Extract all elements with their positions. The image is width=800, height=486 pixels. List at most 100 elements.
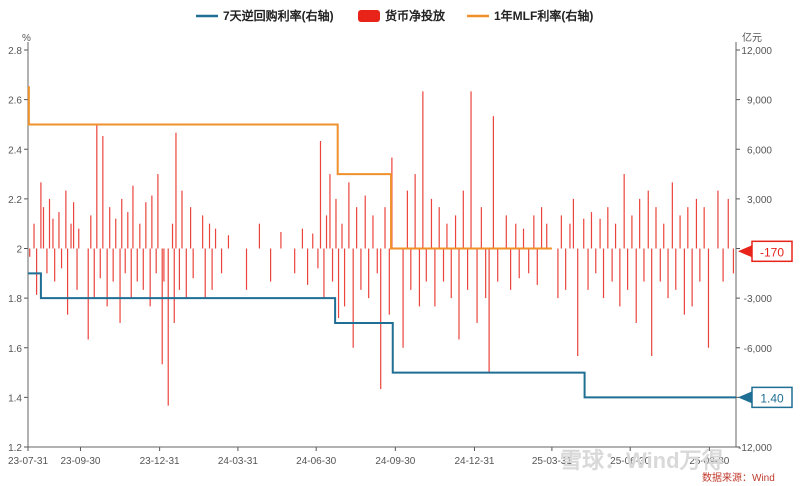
net-injection-bar: [33, 223, 35, 249]
net-injection-bar: [466, 248, 469, 290]
net-injection-bar: [87, 248, 89, 340]
net-injection-bar: [93, 248, 95, 299]
net-injection-bar: [595, 248, 597, 274]
net-injection-bar: [497, 248, 499, 282]
net-injection-bar: [368, 248, 370, 299]
net-injection-bar: [462, 190, 464, 249]
net-injection-bar: [505, 215, 507, 249]
net-injection-bar: [42, 207, 45, 249]
left-tick-label: 1.8: [8, 294, 22, 305]
net-injection-bar: [430, 198, 433, 249]
net-injection-bar: [208, 223, 211, 249]
net-injection-bars: [29, 91, 735, 406]
net-injection-bar: [348, 182, 350, 249]
net-injection-bar: [418, 248, 421, 307]
net-injection-bar: [384, 207, 386, 249]
net-injection-bar: [388, 248, 390, 315]
net-injection-bar: [434, 248, 436, 307]
net-injection-bar: [707, 248, 710, 348]
net-injection-bar: [480, 207, 482, 249]
net-injection-bar: [40, 182, 42, 249]
net-injection-bar: [337, 248, 340, 318]
legend-swatch-bar: [358, 10, 380, 22]
net-injection-bar: [695, 198, 698, 249]
net-injection-bar: [546, 223, 548, 249]
legend: 7天逆回购利率(右轴) 货币净投放 1年MLF利率(右轴): [196, 8, 593, 23]
left-tick-label: 1.2: [8, 443, 22, 454]
data-source: 数据来源：Wind: [702, 471, 775, 484]
end-tag-box: [751, 386, 793, 409]
net-injection-bar: [402, 248, 404, 348]
net-injection-bar: [470, 91, 472, 249]
net-injection-bar: [142, 248, 144, 290]
net-injection-bar: [623, 174, 625, 249]
net-injection-bar: [96, 124, 98, 249]
net-injection-bar: [627, 248, 629, 290]
net-injection-bar: [323, 248, 325, 299]
net-injection-bar: [181, 190, 183, 249]
net-injection-bar: [119, 248, 121, 323]
net-injection-bar: [560, 215, 562, 249]
left-tick-label: 2: [16, 245, 22, 256]
net-injection-bar: [112, 248, 114, 282]
net-injection-bar: [121, 198, 123, 249]
net-injection-bar: [343, 248, 346, 307]
x-tick-label: 25-06-30: [610, 456, 650, 467]
net-injection-bar: [52, 218, 54, 249]
net-injection-bar: [485, 248, 487, 299]
net-injection-bar: [635, 248, 637, 323]
net-injection-bar: [29, 248, 31, 257]
end-tag-box: [751, 240, 793, 263]
net-injection-bar: [572, 198, 575, 249]
net-injection-bar: [36, 248, 38, 295]
net-injection-bar: [331, 248, 334, 282]
net-injection-bar: [78, 228, 80, 249]
net-injection-bar: [518, 248, 520, 279]
net-injection-bar: [643, 248, 645, 282]
net-injection-bar: [699, 248, 701, 282]
net-injection-bar: [161, 248, 163, 365]
right-axis-unit: 亿元: [742, 31, 762, 44]
net-injection-bar: [211, 248, 213, 290]
net-injection-bar: [227, 235, 230, 249]
net-injection-bar: [414, 174, 416, 249]
net-injection-bar: [364, 195, 366, 249]
net-injection-bar: [132, 185, 134, 249]
legend-label: 1年MLF利率(右轴): [494, 8, 593, 23]
net-injection-bar: [157, 174, 159, 249]
net-injection-bar: [130, 248, 132, 299]
net-injection-bar: [185, 248, 187, 299]
reverse-repo-7d-line: [28, 272, 736, 399]
net-injection-bar: [651, 248, 653, 357]
net-injection-bar: [106, 248, 108, 307]
net-injection-bar: [280, 231, 282, 249]
net-injection-bar: [139, 223, 141, 249]
net-injection-bar: [655, 207, 657, 249]
left-axis-ticks: 1.2 1.4 1.6 1.8 2 2.2 2.4 2.6 2.8: [8, 46, 28, 454]
net-injection-bar: [679, 215, 681, 249]
x-tick-label: 24-12-31: [454, 456, 494, 467]
net-injection-bar: [675, 248, 677, 290]
net-injection-bar: [599, 218, 601, 249]
net-injection-bar: [175, 132, 177, 249]
net-injection-bar: [565, 248, 567, 290]
net-injection-bar: [341, 223, 343, 249]
x-tick-label: 24-03-31: [218, 456, 258, 467]
x-tick-label: 23-12-31: [140, 456, 180, 467]
net-injection-bar: [294, 248, 296, 274]
net-injection-bar: [422, 91, 424, 249]
net-injection-bar: [76, 248, 78, 290]
net-injection-bar: [376, 248, 378, 274]
net-injection-bar: [214, 228, 217, 249]
right-tick-label: -12,000: [738, 443, 772, 454]
net-injection-bar: [569, 223, 571, 249]
x-tick-label: 24-06-30: [296, 456, 336, 467]
net-injection-bar: [65, 190, 67, 249]
net-injection-bar: [691, 248, 693, 307]
net-injection-bar: [663, 223, 665, 249]
net-injection-bar: [171, 223, 174, 249]
net-injection-bar: [312, 233, 314, 249]
net-injection-bar: [48, 198, 51, 249]
end-tag-label: 1.40: [760, 391, 784, 405]
